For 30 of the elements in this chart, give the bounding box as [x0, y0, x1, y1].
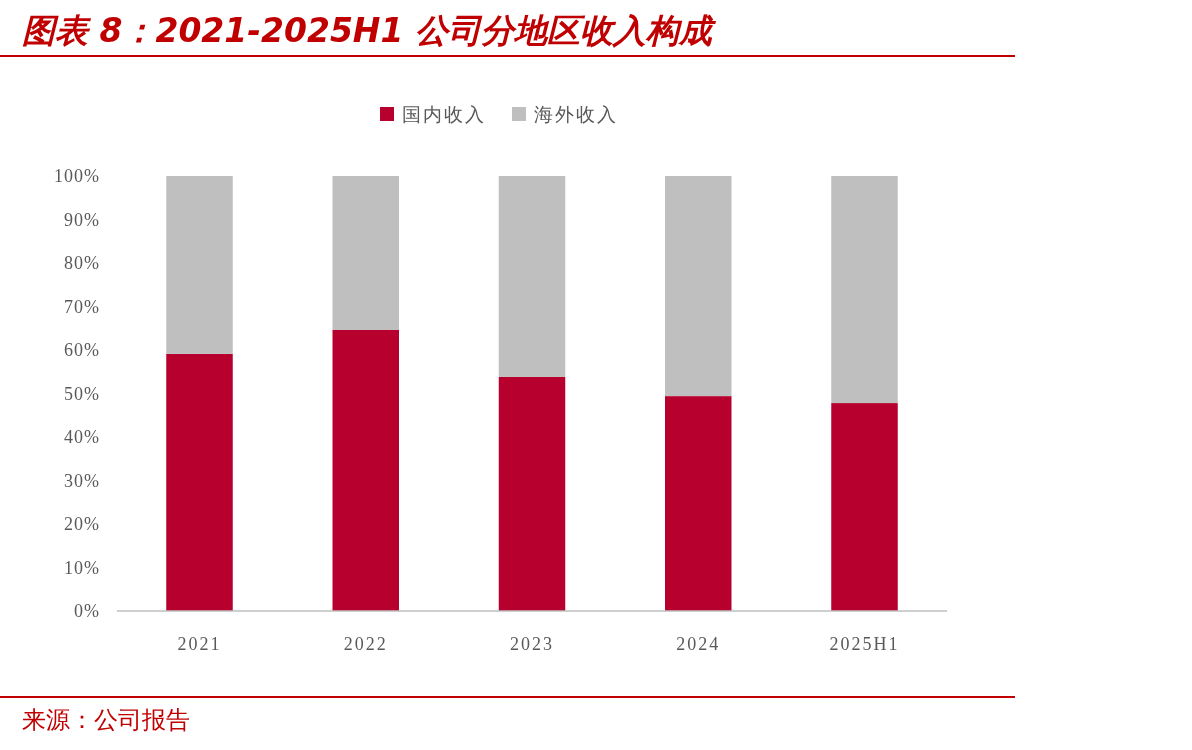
source-note: 来源：公司报告	[22, 707, 190, 733]
y-tick-label: 50%	[64, 383, 100, 404]
bar	[166, 353, 233, 611]
x-tick-label: 2024	[676, 634, 721, 654]
y-tick-label: 10%	[64, 557, 100, 578]
bar	[831, 176, 898, 404]
x-tick-label: 2023	[510, 634, 554, 654]
chart-title: 图表 8：2021-2025H1 公司分地区收入构成	[22, 11, 717, 50]
bar	[831, 403, 898, 611]
y-tick-label: 70%	[64, 296, 100, 317]
legend-label: 国内收入	[402, 104, 486, 125]
bar	[665, 176, 732, 397]
x-tick-label: 2022	[343, 634, 388, 654]
y-tick-label: 100%	[54, 166, 100, 187]
bar	[665, 396, 732, 611]
y-tick-label: 0%	[74, 601, 100, 622]
legend-label: 海外收入	[534, 104, 618, 125]
y-tick-label: 40%	[64, 427, 100, 448]
y-tick-label: 60%	[64, 340, 100, 361]
bar	[166, 176, 233, 354]
y-tick-label: 80%	[64, 253, 100, 274]
x-tick-label: 2021	[177, 634, 222, 654]
bar	[498, 176, 566, 377]
y-tick-label: 20%	[64, 514, 100, 535]
y-tick-label: 30%	[64, 470, 100, 491]
bar	[498, 376, 566, 611]
y-tick-label: 90%	[64, 209, 100, 230]
bar	[332, 176, 399, 330]
bar	[332, 329, 399, 611]
x-tick-label: 2025H1	[829, 634, 900, 654]
